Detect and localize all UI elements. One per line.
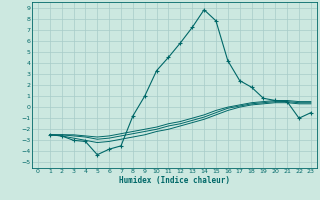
X-axis label: Humidex (Indice chaleur): Humidex (Indice chaleur) <box>119 176 230 185</box>
